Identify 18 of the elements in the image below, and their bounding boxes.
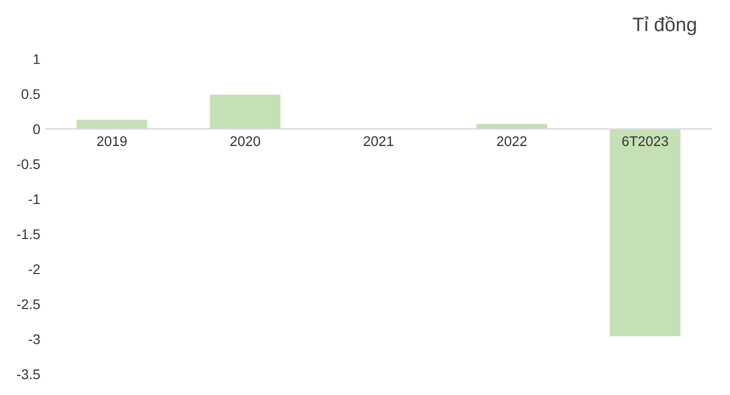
x-tick-label: 2019 [97,136,127,146]
y-tick-label: -1 [28,194,40,204]
text: Tỉ đồng [632,16,696,36]
y-tick-label: -3 [28,334,40,344]
y-tick-label: 0.5 [22,89,40,100]
y-tick-label: 1 [34,54,40,64]
y-tick-label: -2.5 [17,299,40,310]
y-tick-label: -2 [28,264,40,274]
y-tick-label: 0 [33,124,40,134]
x-tick-label: 6T2023 [622,136,668,146]
x-tick-label: 2020 [230,136,260,146]
x-tick-label: 2021 [364,136,394,146]
bar [610,128,680,336]
x-tick-label: 2022 [497,136,527,146]
y-tick-label: -1.5 [17,229,40,240]
y-tick-label: -3.5 [17,369,40,380]
bar [210,94,281,129]
y-tick-label: -0.5 [17,159,40,170]
